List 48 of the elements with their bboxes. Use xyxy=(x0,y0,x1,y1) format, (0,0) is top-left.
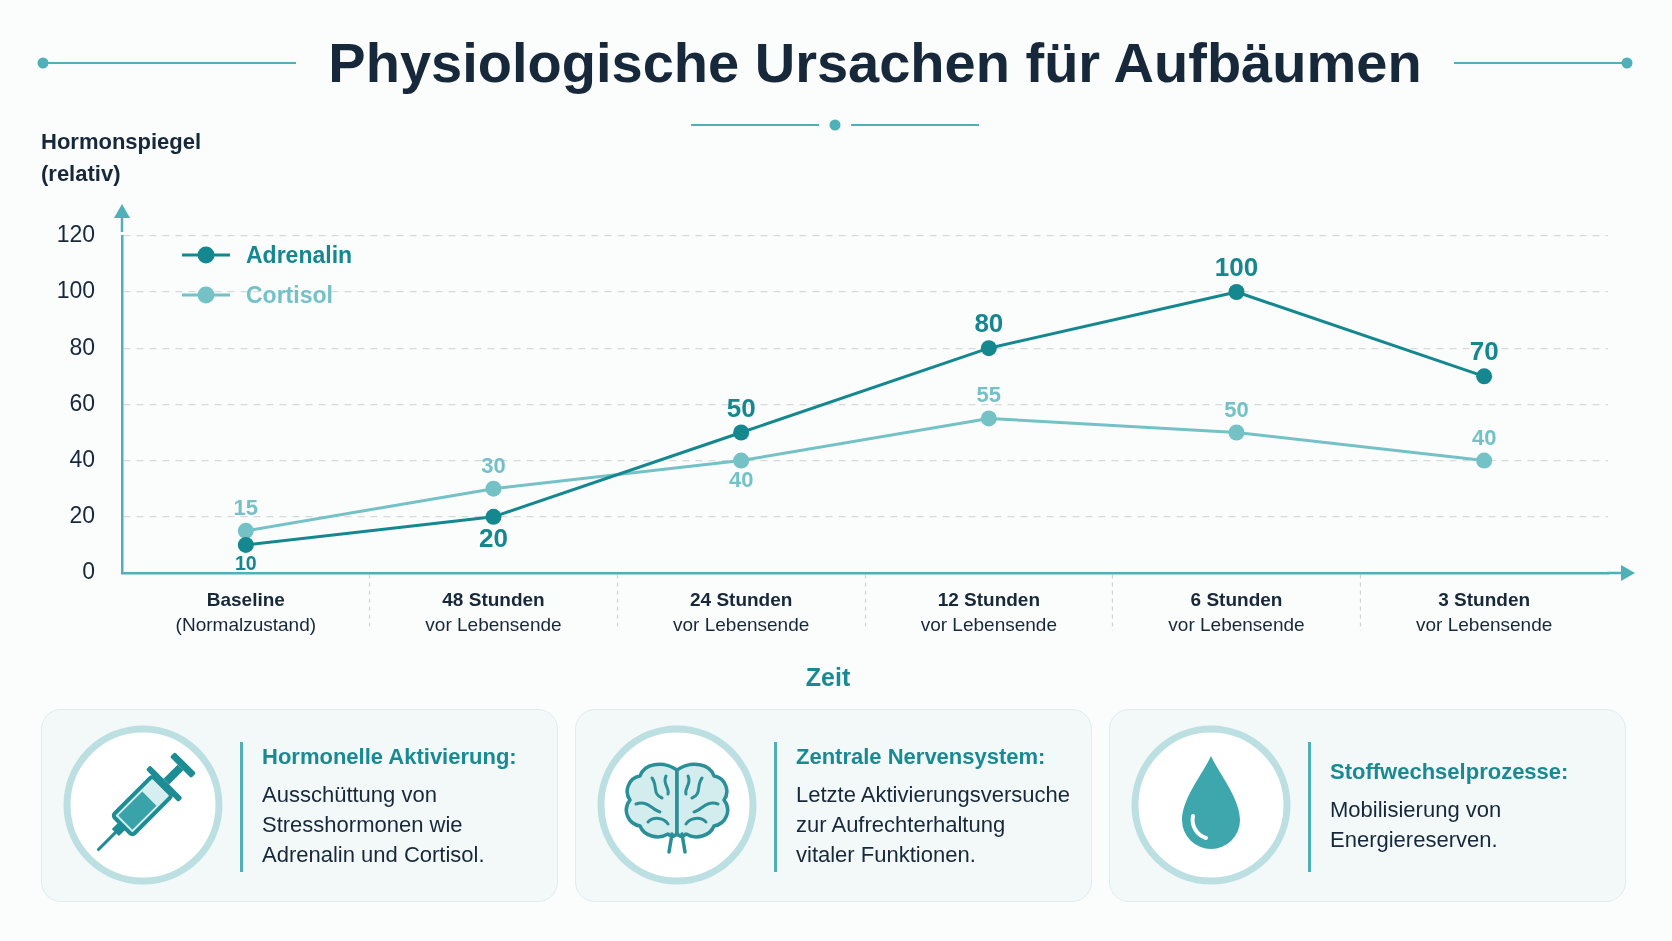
point xyxy=(237,522,254,539)
point xyxy=(485,508,502,525)
text: Hormonelle Aktivierung: xyxy=(262,742,517,771)
data-label: 50 xyxy=(726,392,756,423)
y-tick-label: 40 xyxy=(69,445,95,472)
point xyxy=(237,536,254,553)
y-tick-label: 80 xyxy=(69,333,95,360)
point xyxy=(733,424,750,441)
x-tick-label: 3 Stunden vor Lebensende xyxy=(1416,589,1553,636)
y-tick-label: 0 xyxy=(82,558,95,585)
data-label: 15 xyxy=(233,494,259,520)
text: Letzte Aktivierungsversuche zur Aufrechterhaltung vitaler Funktionen. xyxy=(796,780,1070,869)
text: Mobilisierung von Energiereserven. xyxy=(1330,795,1503,854)
point xyxy=(733,452,750,469)
y-tick-label: 20 xyxy=(69,502,95,529)
point xyxy=(1228,424,1245,441)
y-axis-title: Hormonspiegel (relativ) xyxy=(41,128,203,188)
y-tick-label: 100 xyxy=(56,277,95,304)
x-axis-title: Zeit xyxy=(804,662,852,693)
text: Stoffwechselprozesse: xyxy=(1330,757,1569,786)
data-label: 80 xyxy=(974,308,1004,339)
data-label: 55 xyxy=(976,382,1002,408)
data-label: 40 xyxy=(728,467,754,493)
x-tick-label: Baseline (Normalzustand) xyxy=(175,589,317,636)
text: Ausschüttung von Stresshormonen wie Adrenalin und Cortisol. xyxy=(262,780,486,869)
y-tick-label: 60 xyxy=(69,389,95,416)
data-label: 70 xyxy=(1469,336,1499,367)
chart-title: Physiologische Ursachen für Aufbäumen xyxy=(327,30,1423,96)
data-label: 10 xyxy=(234,552,257,574)
point xyxy=(980,340,997,357)
x-tick-label: 6 Stunden vor Lebensende xyxy=(1168,589,1305,636)
x-tick-label: 48 Stunden vor Lebensende xyxy=(425,589,562,636)
legend-label: Cortisol xyxy=(246,281,333,309)
point xyxy=(1476,452,1493,469)
y-tick-label: 120 xyxy=(56,221,95,248)
x-tick-label: 12 Stunden vor Lebensende xyxy=(920,589,1057,636)
x-tick-label: 24 Stunden vor Lebensende xyxy=(673,589,810,636)
point xyxy=(1476,368,1493,385)
legend-label: Adrenalin xyxy=(246,241,353,269)
data-label: 50 xyxy=(1224,396,1249,422)
point xyxy=(485,480,502,497)
data-label: 30 xyxy=(481,452,506,478)
data-label: 100 xyxy=(1214,252,1259,282)
text: Zentrale Nervensystem: xyxy=(796,742,1047,771)
data-label: 40 xyxy=(1471,424,1497,450)
point xyxy=(1228,284,1245,300)
point xyxy=(980,410,997,427)
data-label: 20 xyxy=(479,522,508,553)
